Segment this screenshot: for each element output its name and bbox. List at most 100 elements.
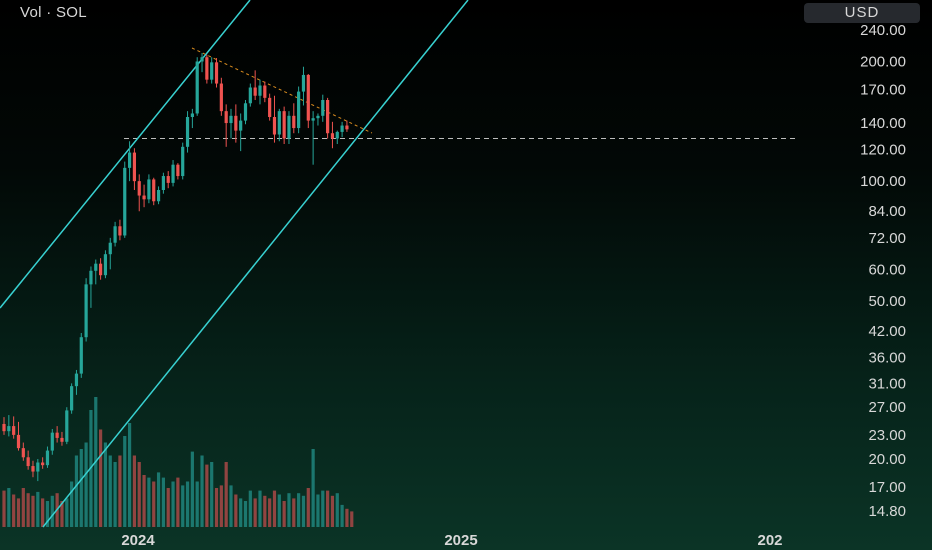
candle-body (297, 91, 301, 129)
candle-body (60, 437, 64, 442)
y-tick-label: 84.00 (868, 203, 906, 220)
y-tick-label: 20.00 (868, 451, 906, 468)
candle-body (113, 226, 117, 243)
candle-body (243, 103, 248, 121)
y-tick-label: 50.00 (868, 293, 906, 310)
candle-body (127, 152, 132, 168)
candle-body (36, 462, 40, 472)
volume-bar (234, 494, 238, 527)
volume-bar (118, 455, 122, 527)
y-tick-label: 42.00 (868, 323, 906, 340)
candle-body (326, 100, 330, 134)
candle-body (340, 125, 344, 132)
y-tick-label: 140.00 (860, 115, 906, 132)
candle-body (99, 263, 103, 276)
candle-body (142, 195, 146, 200)
volume-bar (345, 508, 349, 527)
volume-bar (161, 477, 165, 527)
candle-body (258, 85, 262, 96)
volume-bar (239, 498, 243, 527)
candle-body (311, 118, 315, 121)
volume-bar (79, 449, 83, 527)
x-tick-label: 202 (757, 532, 782, 549)
volume-bar (31, 495, 35, 527)
volume-bar (229, 485, 233, 527)
candle-body (50, 432, 54, 451)
volume-bar (350, 511, 354, 527)
symbol-label: Vol · SOL (20, 4, 87, 21)
candle-body (345, 125, 349, 130)
candle-body (239, 120, 243, 131)
volume-bar (21, 488, 25, 527)
volume-bar (335, 493, 339, 527)
volume-bar (190, 451, 194, 527)
volume-bar (84, 442, 88, 527)
candle-body (301, 74, 306, 92)
volume-bar (292, 498, 296, 527)
volume-bar (2, 490, 6, 527)
candle-body (31, 466, 35, 472)
volume-bar (99, 429, 103, 527)
candle-body (45, 450, 50, 466)
volume-bar (41, 498, 45, 527)
volume-bar (171, 481, 175, 527)
volume-bar (142, 475, 146, 527)
candle-body (263, 85, 267, 98)
y-tick-label: 14.80 (868, 503, 906, 520)
volume-bar (205, 464, 209, 527)
y-tick-label: 100.00 (860, 173, 906, 190)
volume-bar (263, 495, 267, 527)
volume-bar (60, 501, 64, 527)
volume-bar (195, 481, 199, 527)
candle-body (74, 373, 79, 387)
volume-bar (326, 490, 330, 527)
x-tick-label: 2024 (121, 532, 155, 549)
volume-bar (7, 488, 11, 527)
currency-button[interactable]: USD (804, 3, 920, 23)
candle-body (292, 115, 296, 129)
candle-body (12, 426, 16, 435)
candle-body (70, 386, 74, 411)
candle-body (306, 74, 310, 121)
candle-body (89, 270, 93, 285)
volume-bar (200, 455, 204, 527)
volume-bar (214, 488, 219, 527)
volume-bar (340, 504, 344, 527)
volume-bar (268, 498, 272, 527)
volume-bar (36, 491, 40, 527)
volume-bar (181, 485, 185, 527)
y-tick-label: 120.00 (860, 142, 906, 159)
candle-body (118, 226, 122, 236)
candle-body (161, 176, 165, 191)
candle-body (277, 111, 281, 135)
y-tick-label: 23.00 (868, 427, 906, 444)
candle-body (214, 62, 219, 84)
candle-body (316, 115, 320, 119)
volume-bar (311, 449, 315, 527)
volume-bar (152, 481, 156, 527)
volume-bar (321, 490, 325, 527)
volume-bar (301, 495, 306, 527)
candle-body (253, 87, 257, 96)
volume-bar (287, 493, 291, 527)
volume-bar (26, 493, 30, 527)
candle-body (132, 152, 137, 182)
volume-bar (210, 462, 214, 527)
candle-body (176, 164, 180, 177)
volume-bar (156, 472, 161, 527)
candle-body (219, 83, 223, 112)
candle-body (335, 131, 339, 139)
candle-body (181, 146, 185, 177)
volume-bar (282, 501, 286, 527)
volume-bar (253, 498, 257, 527)
volume-bar (132, 455, 137, 527)
volume-bar (277, 494, 281, 527)
volume-bar (224, 462, 228, 527)
trend-line (191, 47, 373, 134)
volume-bar (248, 490, 252, 527)
volume-bar (65, 498, 69, 527)
volume-bar (74, 455, 79, 527)
y-tick-label: 170.00 (860, 82, 906, 99)
